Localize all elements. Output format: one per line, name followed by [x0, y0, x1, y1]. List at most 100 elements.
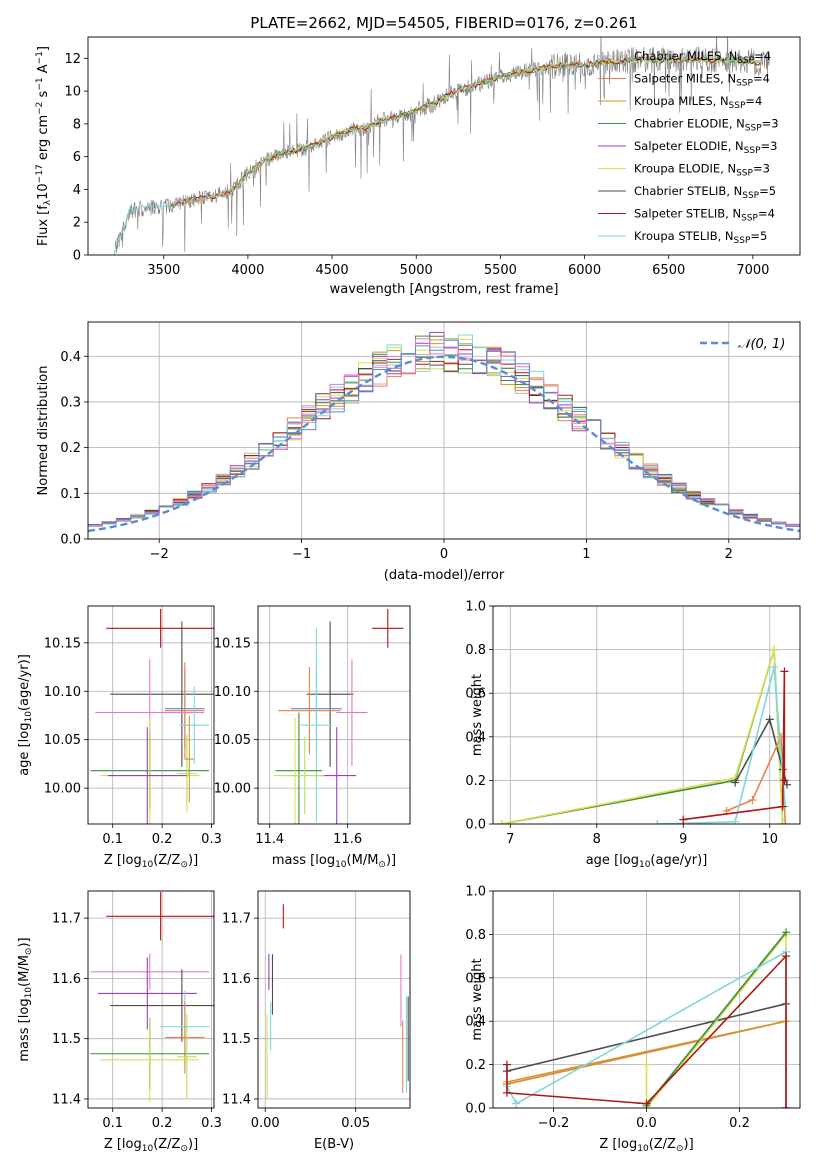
- series-marker: [770, 663, 779, 672]
- legend-entry-part: =5: [750, 229, 767, 243]
- y-tick-label: 4: [73, 183, 81, 198]
- x-tick-label: 0.2: [152, 832, 173, 847]
- x-tick-label: 0.05: [341, 1116, 370, 1131]
- y-tick-label: 11.6: [52, 972, 81, 987]
- x-axis-label: (data-model)/error: [384, 568, 505, 583]
- y-tick-label: 0.4: [465, 730, 486, 745]
- y-tick-label: 10.10: [44, 685, 81, 700]
- y-axis-label-part: age [log: [17, 723, 32, 776]
- legend-entry: Kroupa MILES, NSSP=4: [634, 94, 762, 111]
- y-tick-label: 11.4: [52, 1092, 81, 1107]
- series-marker: [780, 776, 789, 785]
- y-tick-label: 0.8: [465, 643, 486, 658]
- y-axis-label-part: (age/yr)]: [17, 654, 32, 711]
- series-line-salpeter_stelib: [683, 671, 786, 821]
- y-axis-label-part: mass [log: [17, 998, 32, 1061]
- legend-entry-part: SSP: [745, 124, 762, 134]
- legend-entry-part: Chabrier STELIB, N: [634, 184, 742, 198]
- x-axis-label-part: age [log: [586, 853, 639, 868]
- axes-5: 0.1 0.2 0.311.411.511.611.7Z [log10(Z/Z⊙)]…: [17, 890, 222, 1154]
- x-tick-label: 3500: [147, 263, 180, 278]
- x-axis-label-part: mass [log: [272, 853, 335, 868]
- y-axis-label-part: (M/M: [17, 955, 32, 987]
- series-marker: [512, 1099, 521, 1108]
- series-marker: [502, 1060, 511, 1069]
- axes-1: −2 −1 0 1 2 0.0 0.1 0.2 0.3 0.4 (data-model)/error…: [36, 321, 801, 583]
- y-tick-label: 0.1: [60, 487, 81, 502]
- x-tick-label: 2: [725, 547, 733, 562]
- y-axis-label: Normed distribution: [36, 366, 51, 496]
- y-tick-label: 0.4: [465, 1015, 486, 1030]
- y-tick-label: 11.4: [222, 1092, 251, 1107]
- legend-entry-part: Kroupa ELODIE, N: [634, 162, 736, 176]
- series-marker: [782, 928, 791, 937]
- y-tick-label: 10.00: [214, 782, 251, 797]
- series-marker: [778, 820, 787, 824]
- axes-6: 0.00 0.05 11.4 11.5 11.6 11.7 E(B-V): [222, 890, 411, 1152]
- y-axis-label: mass weight: [470, 958, 485, 1040]
- y-axis-label: age [log10(age/yr)]: [17, 654, 34, 776]
- x-tick-label: 6000: [568, 263, 601, 278]
- y-tick-label: 0.2: [465, 1058, 486, 1073]
- x-axis-label-part: Z [log: [104, 1137, 142, 1152]
- series-line-chabrier_elodie: [645, 931, 787, 1107]
- x-axis-label-part: ⊙: [180, 860, 188, 870]
- y-axis-label-part: −1: [35, 51, 45, 64]
- legend-entry-part: =4: [753, 72, 770, 86]
- y-tick-label: 0.3: [60, 395, 81, 410]
- y-tick-label: 10.00: [44, 782, 81, 797]
- x-axis-label-part: )]: [188, 853, 198, 868]
- x-tick-label: 0.1: [102, 832, 123, 847]
- x-tick-label: −2: [150, 547, 169, 562]
- plot-area-2: [90, 608, 214, 824]
- series-line-kroupa_miles: [506, 1020, 787, 1083]
- x-tick-label: 6500: [652, 263, 685, 278]
- legend-entry-part: Salpeter ELODIE, N: [634, 139, 744, 153]
- legend-entry: Chabrier MILES, NSSP=4: [634, 49, 771, 66]
- x-tick-label: 11.4: [255, 832, 284, 847]
- series-marker: [748, 796, 757, 805]
- x-tick-label: 0.1: [102, 1116, 123, 1131]
- x-tick-label: 10: [761, 832, 778, 847]
- series-marker: [765, 715, 774, 724]
- y-tick-label: 0.6: [465, 971, 486, 986]
- series-marker: [497, 820, 506, 824]
- x-axis-label-part: ⊙: [180, 1144, 188, 1154]
- series-marker: [731, 778, 740, 787]
- legend-entry-part: Kroupa STELIB, N: [634, 229, 734, 243]
- y-tick-label: 0: [73, 249, 81, 264]
- series-marker: [781, 820, 790, 824]
- legend-entry-part: =3: [753, 162, 770, 176]
- series-marker: [653, 820, 662, 824]
- y-axis-label: mass weight: [470, 674, 485, 756]
- y-tick-label: 10.15: [44, 636, 81, 651]
- x-axis-label-part: 10: [637, 1144, 649, 1154]
- y-axis-label-part: 10: [24, 711, 34, 723]
- y-tick-label: 10.15: [214, 636, 251, 651]
- series-marker: [770, 645, 779, 654]
- y-axis-label-part: Flux [f: [36, 205, 51, 246]
- x-tick-label: 4000: [231, 263, 264, 278]
- legend-entry-part: SSP: [736, 79, 753, 89]
- y-axis-label-part: −17: [35, 164, 45, 183]
- y-tick-label: 11.5: [52, 1032, 81, 1047]
- y-axis-label-part: )]: [17, 937, 32, 947]
- x-axis-label-part: 10: [142, 860, 154, 870]
- x-axis-label-part: )]: [386, 853, 396, 868]
- x-tick-label: 5000: [400, 263, 433, 278]
- x-tick-label: 0.0: [636, 1116, 657, 1131]
- plot-area-6: [266, 904, 409, 1099]
- series-marker: [782, 1104, 791, 1108]
- legend-entry: Chabrier ELODIE, NSSP=3: [634, 117, 779, 134]
- series-line-kroupa_stelib: [657, 666, 787, 824]
- series-marker: [780, 667, 789, 676]
- axes-0: 3500 4000 4500 5000 5500 6000 6500 7000 0 2 4 6 8 10 1…: [35, 36, 801, 297]
- legend-entry-part: Salpeter MILES, N: [634, 72, 736, 86]
- figure-title: PLATE=2662, MJD=54505, FIBERID=0176, z=0…: [250, 14, 637, 32]
- x-axis-label-part: 10: [335, 860, 347, 870]
- x-tick-label: 0.2: [152, 1116, 173, 1131]
- series-marker: [679, 815, 688, 824]
